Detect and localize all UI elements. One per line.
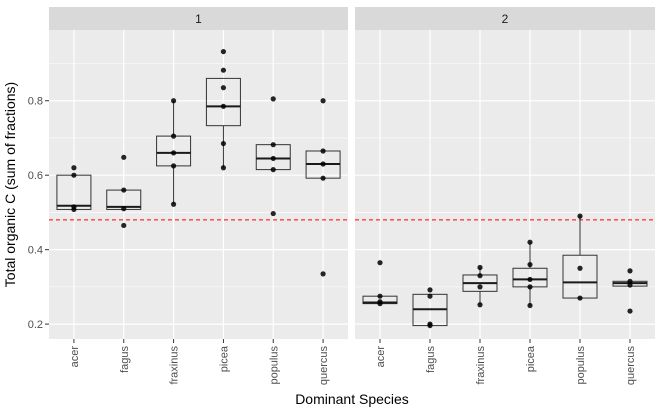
data-point xyxy=(627,268,633,274)
data-point xyxy=(71,172,77,178)
data-point xyxy=(170,98,177,104)
x-tick-label: quercus xyxy=(625,346,637,386)
data-point xyxy=(477,273,483,279)
data-point xyxy=(527,276,533,283)
data-point xyxy=(377,293,383,299)
data-point xyxy=(627,278,633,284)
facet-strip xyxy=(355,7,655,30)
data-point xyxy=(427,322,433,329)
facet-panel-2: 2 acer fagus fraxinus picea populus quercus xyxy=(355,7,655,385)
box-acer xyxy=(362,260,398,307)
x-tick-label: fraxinus xyxy=(475,346,487,385)
x-tick-label: populus xyxy=(575,346,587,385)
box-iqr xyxy=(562,254,598,299)
box-fagus xyxy=(106,154,142,229)
data-point xyxy=(320,175,326,181)
box-populus xyxy=(255,96,291,217)
y-tick-label: 0.4 xyxy=(28,245,43,257)
data-point xyxy=(320,148,326,154)
data-point xyxy=(220,140,227,147)
data-point xyxy=(577,213,583,219)
data-point xyxy=(527,284,533,290)
facet-strip-label: 1 xyxy=(195,12,202,26)
box-fraxinus xyxy=(462,264,498,308)
box-acer xyxy=(56,165,92,213)
data-point xyxy=(477,264,483,271)
x-tick-label: picea xyxy=(218,345,230,372)
data-point xyxy=(577,265,583,271)
data-point xyxy=(170,150,177,156)
data-point xyxy=(170,133,177,139)
box-quercus xyxy=(305,98,341,277)
box-fagus xyxy=(412,287,448,329)
data-point xyxy=(71,206,77,213)
data-point xyxy=(121,222,127,229)
data-point xyxy=(270,142,276,148)
data-point xyxy=(121,154,127,160)
x-tick-label: fagus xyxy=(119,346,131,373)
data-point xyxy=(121,187,127,193)
facet-panel-1: 1 acer fagus fraxinus picea populus quercus xyxy=(49,7,348,385)
data-point xyxy=(170,163,177,169)
data-point xyxy=(477,302,483,308)
data-point xyxy=(477,284,483,290)
y-tick-label: 0.8 xyxy=(28,96,43,108)
data-point xyxy=(377,301,383,307)
x-tick-label: populus xyxy=(268,346,280,385)
data-point xyxy=(320,271,326,277)
facet-strip xyxy=(49,7,348,30)
data-point xyxy=(121,206,127,212)
box-fraxinus xyxy=(156,98,192,207)
data-point xyxy=(577,295,583,301)
data-point xyxy=(527,239,533,245)
data-point xyxy=(170,201,177,207)
box-picea xyxy=(512,239,548,309)
panel-background xyxy=(49,30,348,339)
data-point xyxy=(270,167,276,173)
data-point xyxy=(220,67,227,73)
data-point xyxy=(71,165,77,171)
data-point xyxy=(320,161,326,167)
box-populus xyxy=(562,213,598,301)
x-tick-label: acer xyxy=(375,346,387,368)
data-point xyxy=(427,293,433,299)
x-tick-label: quercus xyxy=(318,346,330,386)
data-point xyxy=(220,103,227,109)
data-point xyxy=(320,98,326,104)
box-quercus xyxy=(612,268,648,314)
y-tick-label: 0.6 xyxy=(28,170,43,182)
data-point xyxy=(627,282,633,288)
data-point xyxy=(270,155,276,162)
data-point xyxy=(377,260,383,266)
data-point xyxy=(220,85,227,91)
data-point xyxy=(627,308,633,314)
data-point xyxy=(220,48,227,55)
panel-background xyxy=(355,30,655,339)
data-point xyxy=(527,261,533,268)
y-axis-title: Total organic C (sum of fractions) xyxy=(2,82,18,287)
data-point xyxy=(270,210,276,217)
x-axis-title: Dominant Species xyxy=(295,391,409,407)
y-tick-label: 0.2 xyxy=(28,319,43,331)
x-tick-label: acer xyxy=(69,346,81,368)
data-point xyxy=(220,165,227,171)
facet-strip-label: 2 xyxy=(502,12,509,26)
data-point xyxy=(527,302,533,309)
data-point xyxy=(270,96,276,102)
data-point xyxy=(427,287,433,293)
x-tick-label: picea xyxy=(525,345,537,372)
box-picea xyxy=(205,48,241,171)
x-tick-label: fraxinus xyxy=(169,346,181,385)
x-tick-label: fagus xyxy=(425,346,437,373)
box-iqr xyxy=(205,77,241,127)
